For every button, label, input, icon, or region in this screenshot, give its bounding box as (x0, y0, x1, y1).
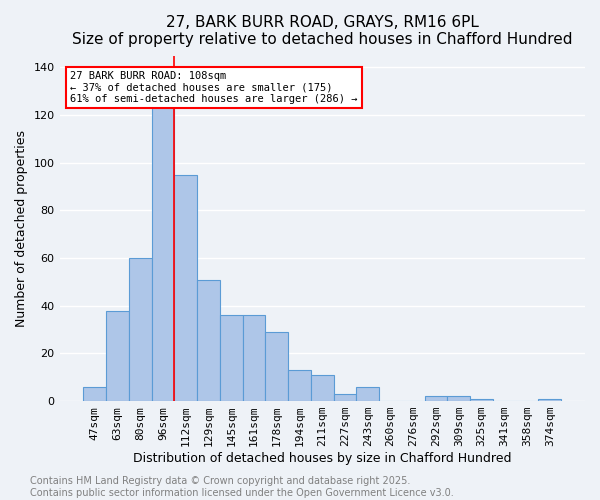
Bar (197, 280, 220, 401)
Bar (242, 316, 265, 401)
Bar (106, 310, 129, 401)
Text: 27 BARK BURR ROAD: 108sqm
← 37% of detached houses are smaller (175)
61% of semi: 27 BARK BURR ROAD: 108sqm ← 37% of detac… (70, 71, 358, 104)
Bar (311, 375, 334, 401)
Bar (220, 316, 242, 401)
Bar (175, 174, 197, 401)
Bar (83, 387, 106, 401)
Bar (334, 394, 356, 401)
Bar (288, 370, 311, 401)
X-axis label: Distribution of detached houses by size in Chafford Hundred: Distribution of detached houses by size … (133, 452, 512, 465)
Bar (470, 398, 493, 401)
Title: 27, BARK BURR ROAD, GRAYS, RM16 6PL
Size of property relative to detached houses: 27, BARK BURR ROAD, GRAYS, RM16 6PL Size… (72, 15, 572, 48)
Bar (152, 92, 175, 401)
Bar (356, 387, 379, 401)
Bar (538, 398, 561, 401)
Bar (265, 332, 288, 401)
Bar (129, 258, 152, 401)
Y-axis label: Number of detached properties: Number of detached properties (15, 130, 28, 327)
Text: Contains HM Land Registry data © Crown copyright and database right 2025.
Contai: Contains HM Land Registry data © Crown c… (30, 476, 454, 498)
Bar (425, 396, 448, 401)
Bar (448, 396, 470, 401)
